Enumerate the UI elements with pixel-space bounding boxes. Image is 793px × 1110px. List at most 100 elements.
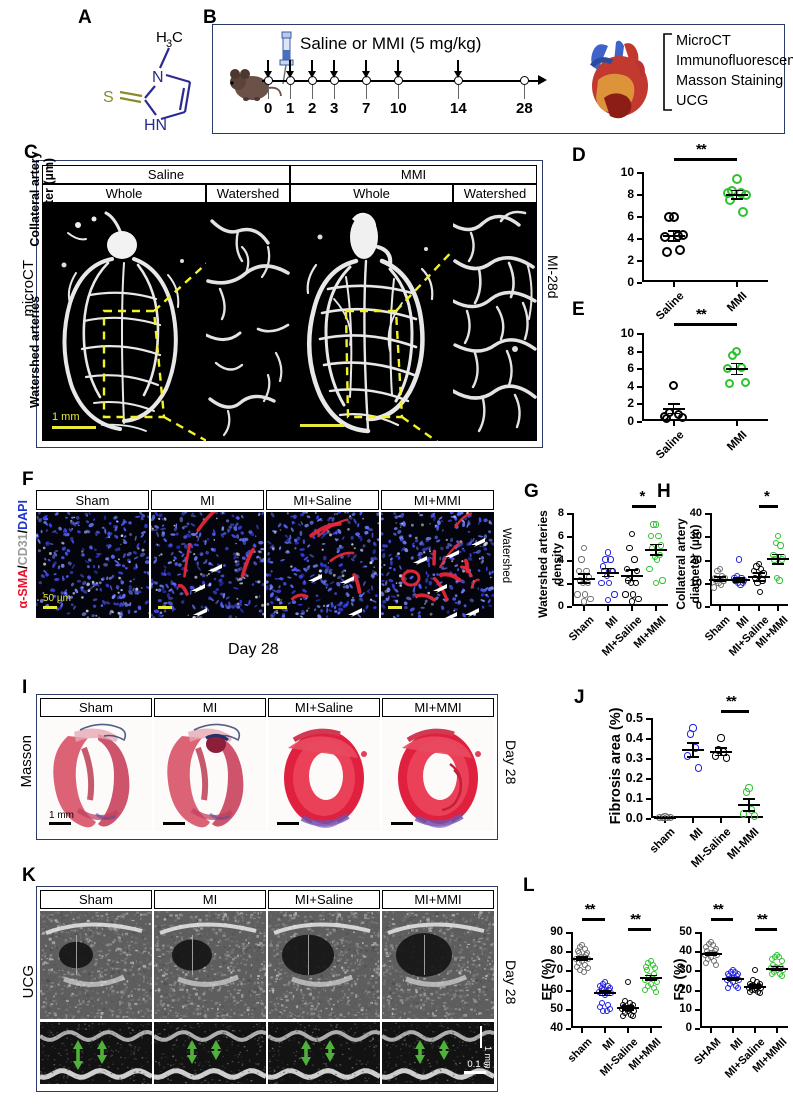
significance-line: [627, 928, 651, 931]
y-axis: [572, 513, 574, 606]
y-tick-label: 4: [627, 231, 634, 245]
x-axis: [651, 816, 763, 818]
x-tick: [738, 606, 741, 611]
y-axis: [651, 718, 653, 818]
scale-bar: [273, 606, 287, 609]
y-tick: [705, 536, 710, 539]
error-bar: [649, 974, 652, 980]
error-bar-cap: [727, 976, 739, 979]
data-point: [644, 967, 651, 974]
data-point: [652, 965, 659, 972]
significance-star: *: [639, 488, 646, 505]
y-tick: [646, 798, 651, 800]
error-bar-cap: [772, 562, 785, 565]
significance-line: [673, 323, 737, 326]
y-tick-label: 0.0: [625, 811, 643, 825]
panel-k-row-label: UCG: [20, 965, 37, 999]
data-point: [606, 579, 613, 586]
significance-line: [721, 710, 749, 713]
x-tick-label: SHAM: [692, 1036, 724, 1068]
error-bar-cap: [733, 581, 746, 583]
y-tick-label: 0.5: [625, 711, 643, 725]
error-bar-cap: [733, 577, 746, 579]
timeline-day-label-28: 28: [516, 100, 533, 117]
ucg-bmode-mi-mmi: [382, 911, 494, 1019]
data-point: [661, 247, 672, 258]
panel-b-box: [212, 24, 785, 134]
panel-b-letter: B: [203, 7, 217, 28]
error-bar-cap: [626, 579, 638, 582]
data-point: [702, 959, 709, 966]
data-point: [622, 591, 629, 598]
panel-f-right-label: Watershed: [500, 528, 512, 584]
panel-l-fs-chart: 0 10 20 30 40 50 SHAM MI MI+Saline MI+MMIl ** **: [679, 901, 789, 1081]
data-point: [626, 544, 633, 552]
data-point: [611, 591, 618, 598]
y-tick-label: 40: [679, 945, 692, 958]
significance-star: **: [696, 141, 707, 158]
data-point: [634, 567, 641, 575]
panel-f-col-header-sham: Sham: [36, 490, 149, 510]
panel-b-treatment-title: Saline or MMI (5 mg/kg): [300, 34, 482, 53]
error-bar: [604, 990, 606, 995]
significance-line: [711, 918, 733, 921]
microct-mmi-whole: [290, 203, 453, 441]
panel-e-ylabel: Watershed arteries density: [28, 295, 56, 409]
arrow-marker: [431, 580, 447, 593]
error-bar-cap: [713, 580, 726, 583]
masson-image-mi: [154, 718, 266, 831]
m-mode-arrow: [300, 1040, 312, 1066]
y-tick: [637, 172, 642, 174]
y-tick: [567, 559, 572, 562]
y-tick: [566, 1028, 571, 1030]
ucg-mmode-mi: [154, 1022, 266, 1084]
data-point: [725, 378, 735, 388]
x-tick: [692, 818, 694, 823]
panel-j-letter: J: [574, 687, 585, 708]
y-axis: [710, 513, 712, 606]
error-bar: [627, 1005, 629, 1010]
panel-h-chart: 0 10 20 30 40 Sham MI MI+Saline MI+MMI *: [690, 488, 791, 659]
y-tick: [637, 238, 642, 240]
error-bar-cap: [749, 984, 761, 986]
x-tick: [631, 606, 633, 611]
x-axis: [700, 1026, 788, 1028]
svg-text:3: 3: [166, 38, 172, 50]
significance-star: **: [713, 901, 724, 918]
error-bar-cap: [705, 954, 717, 957]
data-point: [598, 579, 605, 586]
panel-d-letter: D: [572, 145, 586, 166]
significance-line: [582, 918, 606, 921]
readout-bracket: [663, 33, 672, 111]
y-tick-label: 80: [550, 945, 563, 958]
masson-image-mi-saline: [268, 718, 380, 831]
arrow-marker: [206, 560, 222, 573]
y-tick: [695, 951, 700, 954]
x-tick-label: Sham: [702, 614, 733, 644]
error-bar-cap: [576, 959, 589, 962]
y-tick: [567, 513, 572, 515]
x-tick-label: Saline: [653, 429, 686, 462]
arrow-marker: [469, 534, 485, 547]
m-mode-arrow: [210, 1040, 222, 1060]
x-tick: [607, 606, 609, 611]
y-tick: [637, 385, 642, 388]
data-point: [582, 591, 589, 598]
x-tick: [720, 818, 722, 823]
y-tick: [646, 758, 651, 760]
data-point: [664, 212, 674, 223]
error-bar-cap: [667, 240, 680, 242]
error-bar-cap: [715, 754, 727, 757]
data-point: [777, 542, 784, 549]
data-point: [750, 812, 758, 820]
error-bar: [738, 577, 741, 582]
y-tick-label: 20: [689, 553, 702, 566]
error-bar: [672, 402, 675, 413]
y-tick: [566, 970, 571, 973]
panel-c-col-saline-watershed: Watershed: [206, 184, 290, 203]
x-tick: [581, 1028, 584, 1033]
svg-text:S: S: [103, 89, 114, 106]
panel-f-col-header-mi: MI: [151, 490, 264, 510]
m-mode-arrow: [438, 1040, 450, 1060]
panel-e-letter: E: [572, 299, 585, 320]
